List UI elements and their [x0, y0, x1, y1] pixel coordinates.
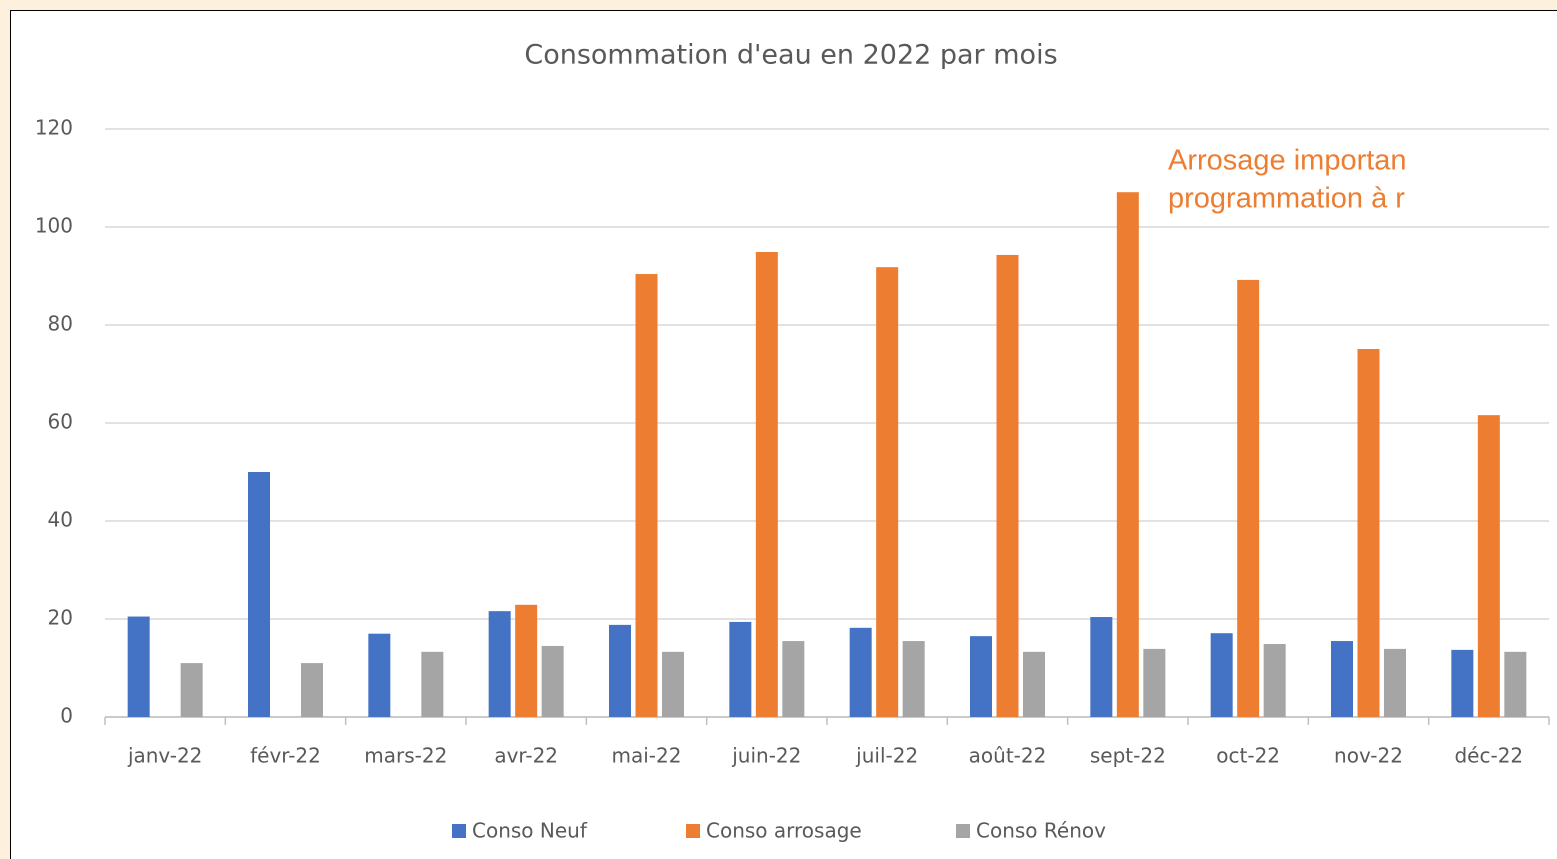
x-tick-label: juil-22	[855, 744, 918, 768]
bar	[782, 641, 805, 717]
y-tick-label: 80	[48, 312, 73, 336]
bar	[1477, 415, 1500, 717]
bar	[301, 663, 323, 717]
bar	[180, 663, 203, 717]
bar	[1504, 651, 1527, 717]
bar	[1210, 633, 1233, 717]
x-tick-label: août-22	[969, 744, 1047, 768]
legend-label: Conso Rénov	[976, 819, 1106, 843]
bar	[635, 274, 658, 717]
y-tick-label: 60	[48, 410, 73, 434]
bar	[849, 627, 872, 717]
x-tick-label: nov-22	[1334, 744, 1403, 768]
bar	[1023, 651, 1045, 717]
legend-swatch	[452, 824, 466, 838]
legend-swatch	[956, 824, 970, 838]
bar	[127, 616, 150, 717]
bar	[876, 267, 899, 717]
bar	[541, 645, 564, 717]
bar	[1116, 192, 1139, 717]
bar	[1143, 648, 1166, 717]
x-tick-label: oct-22	[1216, 744, 1280, 768]
y-tick-label: 100	[35, 214, 73, 238]
chart-panel: Consommation d'eau en 2022 par mois 0 20 4…	[10, 10, 1557, 859]
bar	[1451, 649, 1474, 717]
bar	[1237, 279, 1260, 717]
y-tick-label: 20	[48, 606, 73, 630]
bar	[1331, 641, 1353, 717]
chart: Consommation d'eau en 2022 par mois 0 20 4…	[35, 40, 1550, 843]
bar	[729, 621, 752, 717]
bar	[1263, 643, 1286, 717]
bar	[1090, 617, 1113, 717]
chart-title: Consommation d'eau en 2022 par mois	[524, 40, 1057, 71]
legend-swatch	[686, 824, 700, 838]
bar	[488, 611, 511, 717]
bar	[755, 251, 778, 718]
annotation: programmation à r	[1168, 183, 1405, 215]
legend-label: Conso arrosage	[706, 819, 862, 843]
x-tick-label: mai-22	[612, 744, 682, 768]
bar	[609, 624, 631, 717]
bar	[996, 254, 1019, 717]
bar	[421, 651, 444, 717]
x-tick-label: janv-22	[127, 744, 202, 768]
bar	[368, 633, 391, 717]
bar	[1384, 648, 1406, 717]
bar	[902, 641, 925, 717]
annotation: Arrosage importan	[1168, 145, 1407, 177]
x-tick-label: avr-22	[494, 744, 558, 768]
x-tick-label: févr-22	[250, 744, 321, 768]
bar	[1357, 349, 1380, 717]
x-tick-label: mars-22	[364, 744, 447, 768]
bar	[248, 472, 270, 717]
x-tick-label: déc-22	[1454, 744, 1523, 768]
bar	[662, 651, 684, 717]
legend-label: Conso Neuf	[472, 819, 588, 843]
bar	[970, 636, 992, 717]
y-tick-label: 0	[60, 704, 73, 728]
x-tick-label: juin-22	[731, 744, 801, 768]
y-tick-label: 120	[35, 116, 73, 140]
y-tick-label: 40	[48, 508, 73, 532]
x-tick-label: sept-22	[1090, 744, 1166, 768]
bar	[515, 604, 538, 717]
